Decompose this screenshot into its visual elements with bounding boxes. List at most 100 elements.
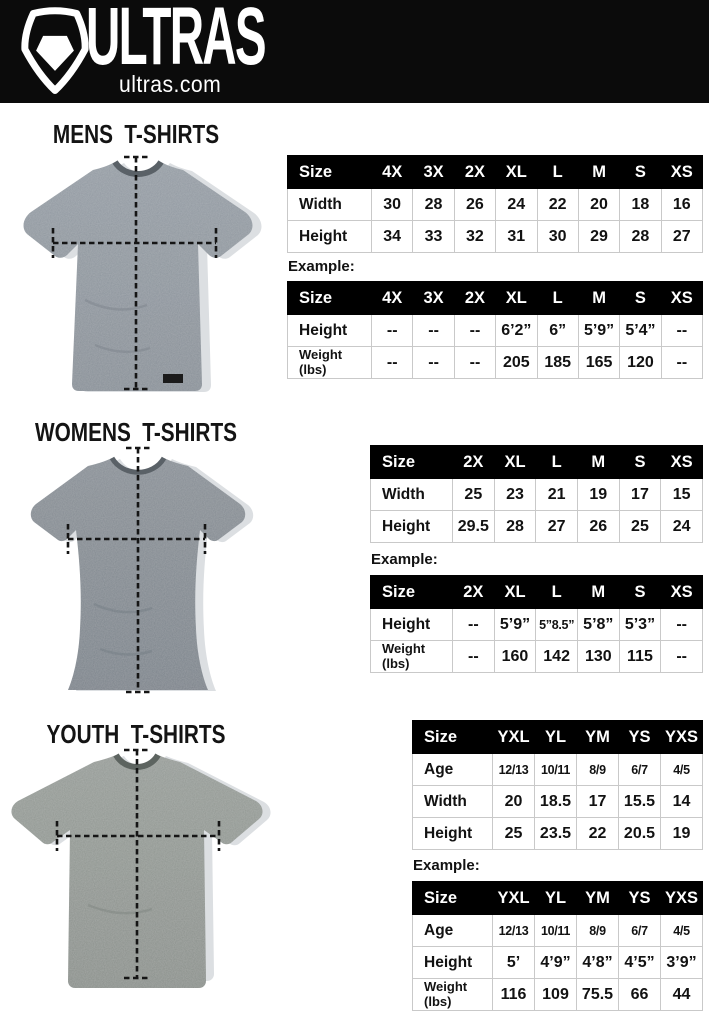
value-cell: 23: [493, 478, 537, 511]
header-banner: ULTRAS ultras.com: [0, 0, 709, 103]
value-cell: 28: [412, 188, 455, 221]
value-cell: 115: [618, 640, 662, 673]
value-cell: 4’5”: [618, 946, 661, 979]
value-cell: 19: [660, 817, 703, 850]
value-cell: --: [453, 346, 497, 379]
mens-shirt-shape: [23, 160, 262, 392]
size-option-header: M: [577, 155, 621, 189]
value-cell: 116: [492, 978, 535, 1011]
value-cell: --: [412, 346, 455, 379]
value-cell: 28: [619, 220, 662, 253]
row-label: Age: [412, 914, 493, 947]
mens-measurement-lines: [51, 155, 218, 391]
womens-measurement-lines: [66, 446, 207, 694]
value-cell: 20.5: [618, 817, 661, 850]
value-cell: 4/5: [660, 914, 703, 947]
value-cell: --: [660, 346, 704, 379]
table-row: Height 5’ 4’9” 4’8” 4’5” 3’9”: [412, 946, 703, 979]
womens-section-title: WOMENS T-SHIRTS: [34, 417, 238, 447]
value-cell: 19: [576, 478, 620, 511]
row-label: Width: [412, 785, 493, 818]
row-label: Height: [412, 817, 493, 850]
size-option-header: XL: [493, 445, 537, 479]
size-option-header: S: [619, 281, 662, 315]
size-option-header: XL: [495, 155, 538, 189]
value-cell: 16: [660, 188, 704, 221]
size-option-header: XS: [660, 445, 703, 479]
size-option-header: YM: [576, 720, 619, 754]
size-option-header: L: [535, 575, 578, 609]
value-cell: 5’3”: [618, 608, 662, 641]
row-label: Weight (lbs): [412, 978, 493, 1011]
size-option-header: 3X: [412, 155, 455, 189]
value-cell: --: [370, 346, 414, 379]
size-option-header: 2X: [452, 575, 495, 609]
header-row: Size 4X 3X 2X XL L M S XS: [287, 155, 704, 189]
value-cell: 29.5: [452, 510, 495, 543]
value-cell: 6”: [536, 314, 579, 347]
value-cell: 4’8”: [576, 946, 619, 979]
row-label: Height: [287, 314, 372, 347]
value-cell: 22: [536, 188, 579, 221]
header-row: Size 4X 3X 2X XL L M S XS: [287, 281, 704, 315]
value-cell: 14: [660, 785, 703, 818]
value-cell: --: [660, 640, 703, 673]
value-cell: 109: [534, 978, 577, 1011]
value-cell: 15.5: [618, 785, 661, 818]
mens-example-table: Size 4X 3X 2X XL L M S XS Height -- -- -- 6’2” 6” 5’9” 5…: [287, 281, 704, 379]
value-cell: 6/7: [618, 914, 661, 947]
row-label: Height: [370, 608, 453, 641]
youth-shirt-shape: [11, 753, 271, 988]
ultras-pentagon-logo-icon: [21, 7, 89, 94]
size-option-header: M: [576, 445, 620, 479]
size-option-header: XS: [660, 155, 704, 189]
value-cell: 25: [492, 817, 535, 850]
value-cell: 28: [493, 510, 537, 543]
value-cell: 20: [577, 188, 621, 221]
header-row: Size YXL YL YM YS YXS: [412, 881, 703, 915]
size-option-header: YS: [618, 720, 661, 754]
size-option-header: XS: [660, 281, 704, 315]
value-cell: 27: [535, 510, 578, 543]
value-cell: 31: [495, 220, 538, 253]
mens-tshirt-image: [23, 155, 262, 392]
header-row: Size 2X XL L M S XS: [370, 445, 703, 479]
value-cell: 6/7: [618, 753, 661, 786]
value-cell: 10/11: [534, 753, 577, 786]
row-label: Weight (lbs): [287, 346, 372, 379]
value-cell: 8/9: [576, 914, 619, 947]
mens-section-title: MENS T-SHIRTS: [52, 119, 220, 149]
value-cell: 205: [495, 346, 538, 379]
value-cell: --: [452, 640, 495, 673]
value-cell: --: [370, 314, 414, 347]
size-option-header: YL: [534, 881, 577, 915]
size-option-header: S: [618, 445, 662, 479]
value-cell: --: [453, 314, 497, 347]
value-cell: 20: [492, 785, 535, 818]
value-cell: 4/5: [660, 753, 703, 786]
value-cell: 23.5: [534, 817, 577, 850]
womens-example-label: Example:: [371, 551, 438, 568]
value-cell: 18.5: [534, 785, 577, 818]
mens-example-label: Example:: [288, 258, 355, 275]
size-option-header: L: [536, 281, 579, 315]
table-row: Age 12/13 10/11 8/9 6/7 4/5: [412, 914, 703, 947]
value-cell: --: [452, 608, 495, 641]
size-option-header: YXL: [492, 881, 535, 915]
value-cell: 30: [370, 188, 414, 221]
value-cell: 185: [536, 346, 579, 379]
value-cell: 66: [618, 978, 661, 1011]
value-cell: 160: [493, 640, 537, 673]
size-option-header: 2X: [452, 445, 495, 479]
value-cell: 12/13: [492, 753, 535, 786]
value-cell: 30: [536, 220, 579, 253]
value-cell: 5”8.5”: [535, 608, 578, 641]
size-option-header: YXL: [492, 720, 535, 754]
value-cell: 165: [577, 346, 621, 379]
value-cell: 4’9”: [534, 946, 577, 979]
value-cell: 21: [535, 478, 578, 511]
value-cell: 32: [453, 220, 497, 253]
size-option-header: YL: [534, 720, 577, 754]
womens-tshirt-image: [30, 446, 254, 694]
size-column-header: Size: [412, 881, 493, 915]
